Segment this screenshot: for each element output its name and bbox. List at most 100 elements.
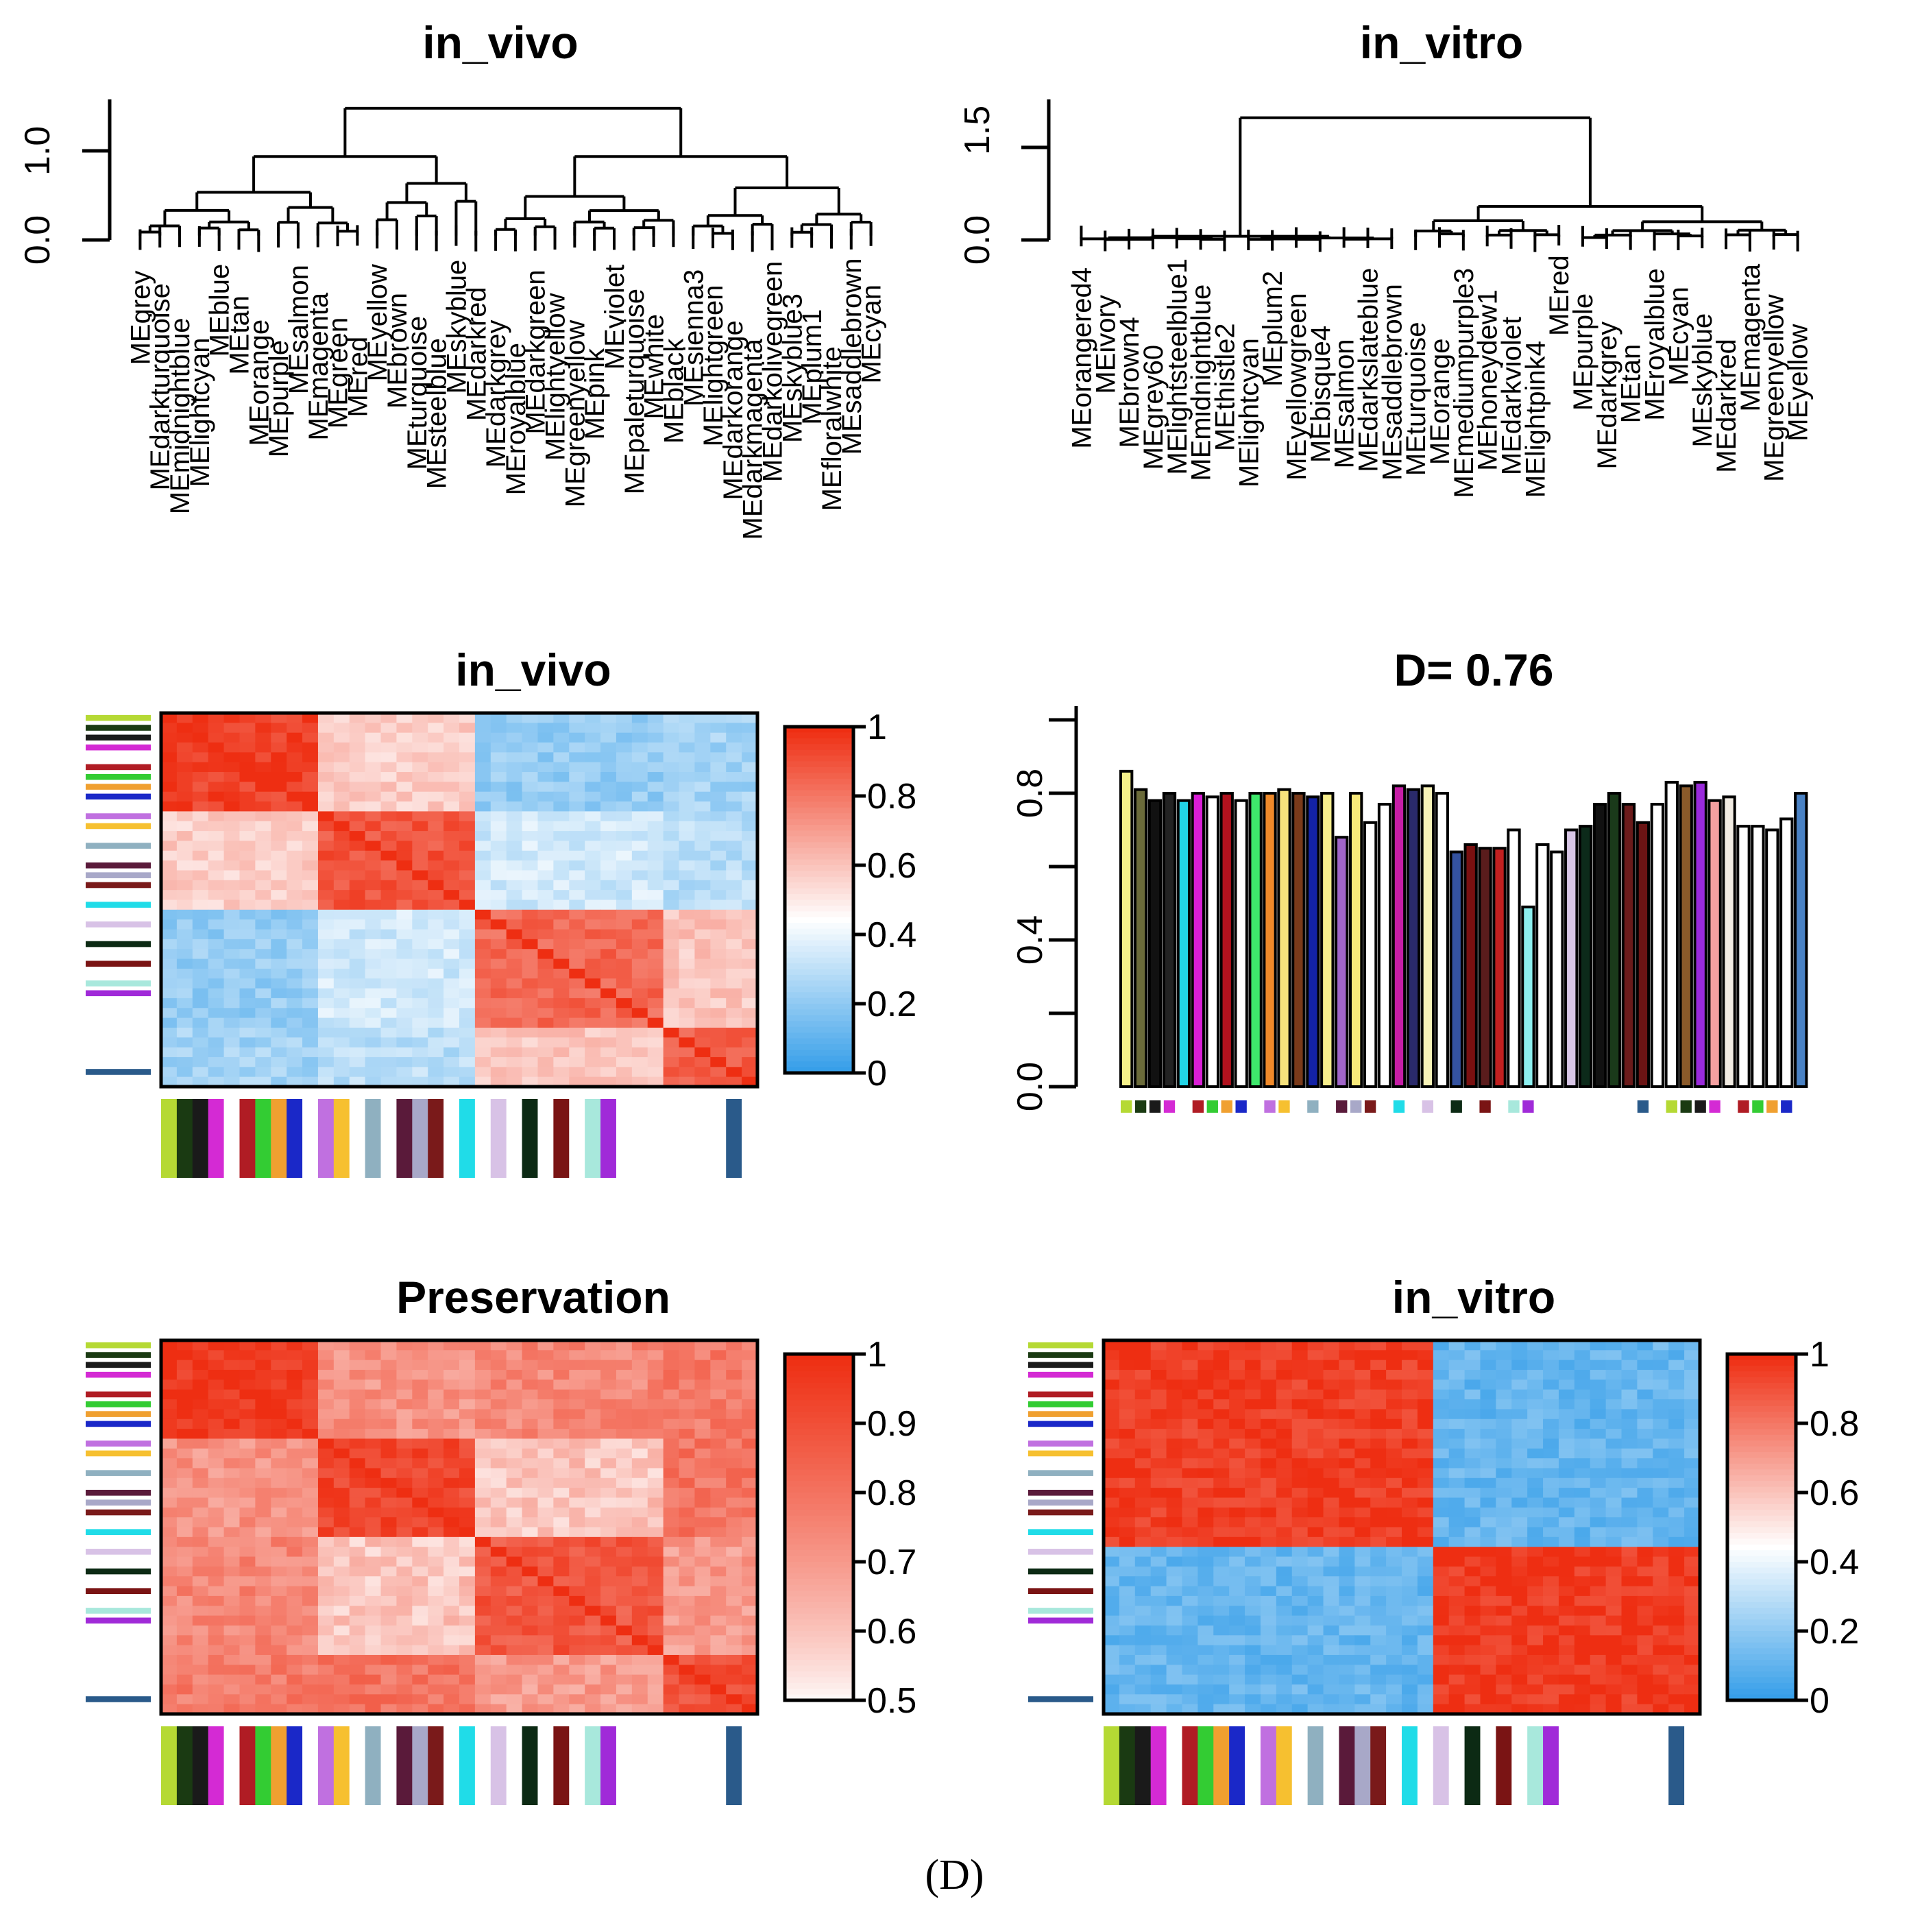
heatmap-cell — [333, 1468, 350, 1479]
dendro-leaf-label: MElightgreen — [698, 285, 729, 447]
heatmap-cell — [537, 1468, 554, 1479]
heatmap-cell — [474, 1027, 491, 1038]
dendro-leaf-label: MEdarkturquoise — [145, 283, 175, 490]
heatmap-cell — [1166, 1645, 1183, 1656]
heatmap-cell — [1213, 1497, 1230, 1508]
heatmap-cell — [1323, 1674, 1340, 1685]
heatmap-cell — [443, 1556, 460, 1567]
heatmap-cell — [349, 939, 366, 950]
heatmap-cell — [1119, 1477, 1136, 1488]
heatmap-cell — [317, 782, 335, 793]
heatmap-cell — [631, 939, 648, 950]
heatmap-cell — [287, 1438, 303, 1449]
heatmap-cell — [412, 752, 428, 763]
heatmap-cell — [631, 1566, 648, 1577]
heatmap-cell — [710, 1665, 727, 1676]
heatmap-cell — [271, 1399, 287, 1410]
heatmap-cell — [365, 998, 382, 1009]
heatmap-cell — [255, 1340, 271, 1351]
heatmap-cell — [600, 1488, 617, 1499]
heatmap-cell — [1543, 1340, 1559, 1351]
heatmap-cell — [208, 1458, 225, 1469]
heatmap-cell — [1150, 1625, 1167, 1636]
heatmap-cell — [663, 988, 680, 999]
heatmap-cell — [271, 1448, 287, 1459]
heatmap-cell — [1621, 1694, 1638, 1705]
module-color-cell — [176, 1099, 193, 1178]
heatmap-cell — [1197, 1468, 1214, 1479]
heatmap-cell — [1245, 1566, 1261, 1577]
heatmap-cell — [1464, 1665, 1481, 1676]
heatmap-cell — [365, 939, 382, 950]
heatmap-cell — [1684, 1517, 1701, 1528]
heatmap-cell — [1496, 1340, 1512, 1351]
dendro-leaf-label: MEyellow — [363, 264, 393, 381]
heatmap-cell — [616, 801, 633, 812]
heatmap-cell — [1653, 1684, 1669, 1695]
heatmap-cell — [365, 978, 382, 989]
dendro-leaf-label: MEsienna3 — [679, 269, 709, 407]
heatmap-cell — [474, 841, 491, 852]
colorbar-cell — [785, 1400, 853, 1407]
heatmap-cell — [1527, 1674, 1544, 1685]
heatmap-cell — [710, 1477, 727, 1488]
heatmap-cell — [679, 958, 696, 969]
heatmap-cell — [1323, 1684, 1340, 1695]
module-color-cell — [86, 1470, 151, 1476]
heatmap-cell — [1260, 1370, 1277, 1380]
heatmap-cell — [302, 1566, 319, 1577]
heatmap-cell — [631, 1067, 648, 1078]
heatmap-cell — [1464, 1654, 1481, 1665]
module-color-cell — [631, 1099, 648, 1178]
heatmap-cell — [631, 1076, 648, 1087]
dendro-leaf-label: MEturquoise — [1401, 322, 1431, 476]
heatmap-cell — [396, 713, 413, 723]
heatmap-cell — [631, 1606, 648, 1617]
heatmap-cell — [585, 1684, 601, 1695]
heatmap-cell — [694, 1389, 711, 1400]
heatmap-cell — [679, 1606, 696, 1617]
heatmap-cell — [271, 1340, 287, 1351]
heatmap-cell — [239, 1389, 256, 1400]
heatmap-cell — [631, 909, 648, 920]
colorbar-cell — [785, 766, 853, 773]
module-color-cell — [710, 1099, 727, 1178]
heatmap-cell — [443, 919, 460, 930]
heatmap-cell — [192, 1547, 209, 1558]
heatmap-cell — [1621, 1595, 1638, 1606]
heatmap-cell — [1574, 1497, 1591, 1508]
heatmap-cell — [1150, 1556, 1167, 1567]
heatmap-cell — [1166, 1418, 1183, 1429]
heatmap-cell — [1684, 1615, 1701, 1626]
heatmap-cell — [1464, 1379, 1481, 1390]
heatmap-cell — [679, 988, 696, 999]
heatmap-cell — [647, 899, 664, 910]
heatmap-cell — [679, 732, 696, 743]
heatmap-cell — [600, 811, 617, 822]
heatmap-cell — [302, 811, 319, 822]
heatmap-cell — [317, 1360, 335, 1370]
module-color-cell — [742, 1726, 758, 1805]
heatmap-cell — [522, 1517, 539, 1528]
colorbar-cell — [785, 998, 853, 1004]
dendro-leaf-label: MEdarkslateblue — [1353, 268, 1383, 472]
heatmap-cell — [553, 1566, 570, 1577]
heatmap-cell — [1339, 1399, 1355, 1410]
heatmap-cell — [600, 801, 617, 812]
heatmap-cell — [710, 1350, 727, 1361]
heatmap-cell — [176, 899, 193, 910]
heatmap-cell — [506, 1458, 523, 1469]
heatmap-cell — [663, 1389, 680, 1400]
heatmap-cell — [1323, 1665, 1340, 1676]
heatmap-cell — [694, 1517, 711, 1528]
heatmap-cell — [1182, 1360, 1198, 1370]
heatmap-cell — [1307, 1448, 1324, 1459]
heatmap-cell — [600, 899, 617, 910]
heatmap-cell — [239, 1037, 256, 1048]
heatmap-cell — [380, 742, 398, 753]
heatmap-cell — [1354, 1477, 1371, 1488]
heatmap-cell — [1402, 1645, 1418, 1656]
heatmap-cell — [631, 1497, 648, 1508]
heatmap-cell — [349, 1360, 366, 1370]
heatmap-cell — [287, 870, 303, 881]
